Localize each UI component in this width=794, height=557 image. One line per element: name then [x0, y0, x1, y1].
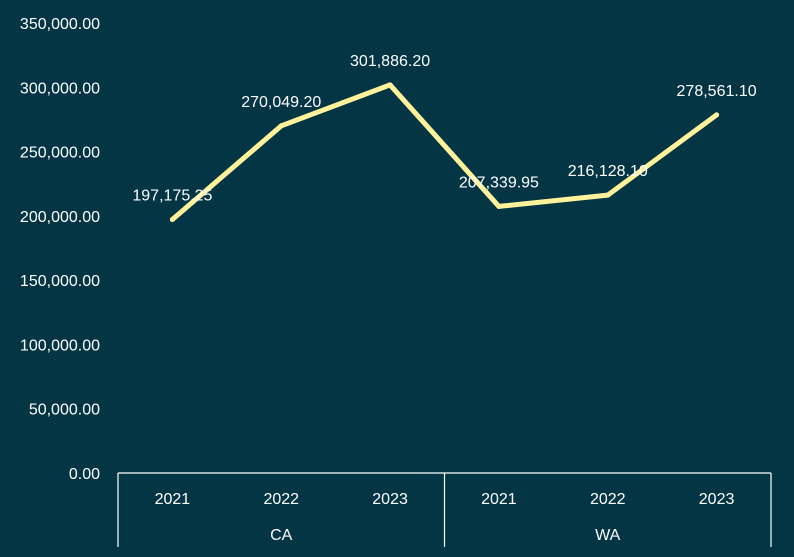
series-line: [169, 82, 720, 222]
y-tick-label: 50,000.00: [29, 402, 100, 419]
data-point: [278, 123, 284, 129]
series-layer: [169, 82, 720, 222]
y-tick-label: 300,000.00: [20, 80, 100, 97]
data-label: 216,128.10: [568, 163, 648, 180]
data-label: 301,886.20: [350, 53, 430, 70]
y-axis-ticks: 0.00 50,000.00 100,000.00 150,000.00 200,000…: [20, 16, 100, 483]
x-tick-label: 2021: [155, 491, 191, 508]
x-group-label: CA: [270, 527, 293, 544]
data-label: 270,049.20: [241, 94, 321, 111]
y-tick-label: 200,000.00: [20, 209, 100, 226]
x-tick-label: 2023: [372, 491, 408, 508]
x-tick-label: 2021: [481, 491, 517, 508]
x-tick-label: 2023: [699, 491, 735, 508]
x-tick-label: 2022: [590, 491, 626, 508]
data-point: [714, 112, 720, 118]
y-tick-label: 150,000.00: [20, 273, 100, 290]
y-tick-label: 0.00: [69, 466, 100, 483]
y-tick-label: 250,000.00: [20, 145, 100, 162]
data-label: 278,561.10: [677, 83, 757, 100]
data-label: 197,175.25: [132, 187, 212, 204]
data-point: [496, 203, 502, 209]
y-tick-label: 100,000.00: [20, 337, 100, 354]
x-tick-label: 2022: [263, 491, 299, 508]
data-point: [387, 82, 393, 88]
data-point: [169, 216, 175, 222]
data-point: [605, 192, 611, 198]
y-tick-label: 350,000.00: [20, 16, 100, 33]
x-group-label: WA: [595, 527, 621, 544]
data-labels: 197,175.25 270,049.20 301,886.20 207,339.95…: [132, 53, 756, 205]
x-axis: 2021 2022 2023 2021 2022 2023 CA WA: [117, 472, 772, 547]
data-label: 207,339.95: [459, 174, 539, 191]
